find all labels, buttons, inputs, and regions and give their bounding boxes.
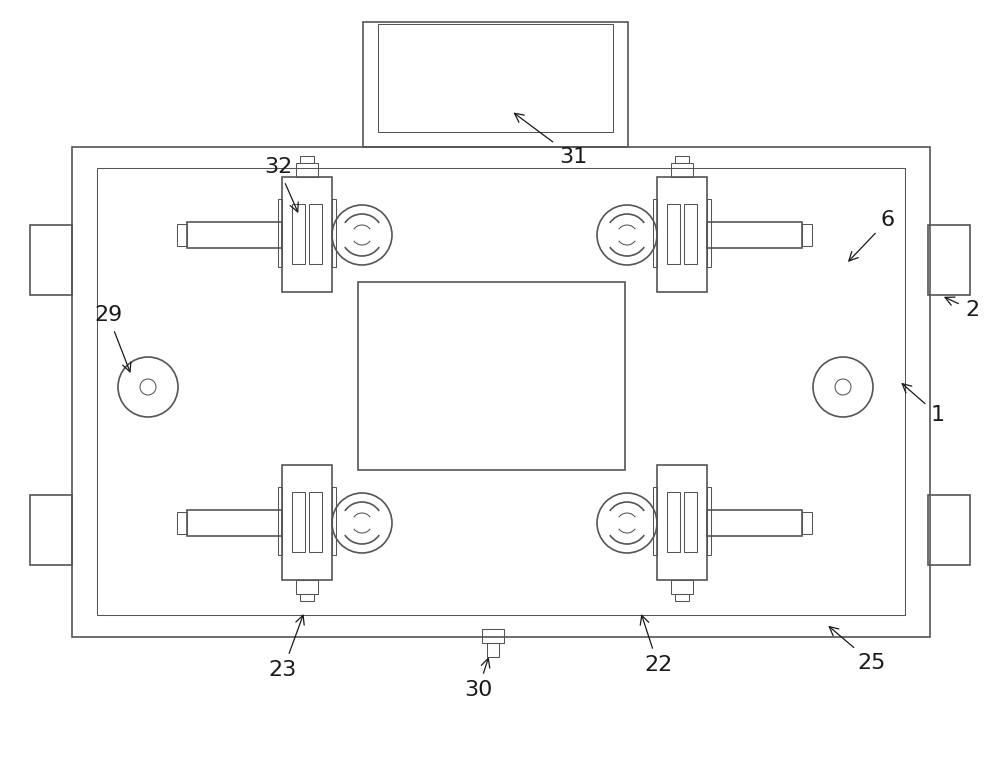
Bar — [292, 492, 305, 552]
Text: 1: 1 — [902, 384, 945, 425]
Bar — [187, 222, 282, 248]
Bar — [292, 204, 305, 264]
Bar — [684, 204, 697, 264]
Bar — [177, 224, 187, 246]
Bar — [282, 465, 332, 580]
Bar — [363, 22, 628, 147]
Text: 6: 6 — [849, 210, 895, 261]
Bar — [358, 282, 625, 470]
Bar — [482, 629, 504, 643]
Bar — [653, 199, 657, 267]
Bar — [657, 177, 707, 292]
Bar — [653, 487, 657, 555]
Bar — [187, 510, 282, 536]
Bar — [30, 225, 72, 295]
Bar — [97, 168, 905, 615]
Bar — [309, 492, 322, 552]
Bar — [300, 594, 314, 601]
Bar — [707, 199, 711, 267]
Text: 31: 31 — [514, 113, 587, 167]
Bar — [707, 222, 802, 248]
Bar — [72, 147, 930, 637]
Text: 2: 2 — [945, 297, 979, 320]
Bar — [671, 163, 693, 177]
Bar — [707, 510, 802, 536]
Text: 22: 22 — [640, 615, 672, 675]
Bar — [278, 487, 282, 555]
Text: 29: 29 — [94, 305, 131, 372]
Bar — [707, 487, 711, 555]
Bar — [309, 204, 322, 264]
Bar — [657, 465, 707, 580]
Bar — [300, 156, 314, 163]
Bar — [332, 487, 336, 555]
Bar — [675, 594, 689, 601]
Bar — [278, 199, 282, 267]
Bar — [487, 643, 499, 657]
Bar — [684, 492, 697, 552]
Bar — [667, 204, 680, 264]
Bar — [671, 580, 693, 594]
Bar — [928, 225, 970, 295]
Bar — [282, 177, 332, 292]
Bar — [30, 495, 72, 565]
Bar — [928, 495, 970, 565]
Bar — [802, 512, 812, 534]
Text: 30: 30 — [464, 658, 492, 700]
Text: 25: 25 — [829, 627, 886, 673]
Bar — [802, 224, 812, 246]
Text: 23: 23 — [269, 615, 304, 680]
Bar — [667, 492, 680, 552]
Bar — [378, 24, 613, 132]
Bar — [177, 512, 187, 534]
Bar — [332, 199, 336, 267]
Text: 32: 32 — [264, 157, 298, 212]
Bar — [296, 580, 318, 594]
Bar — [296, 163, 318, 177]
Bar — [675, 156, 689, 163]
